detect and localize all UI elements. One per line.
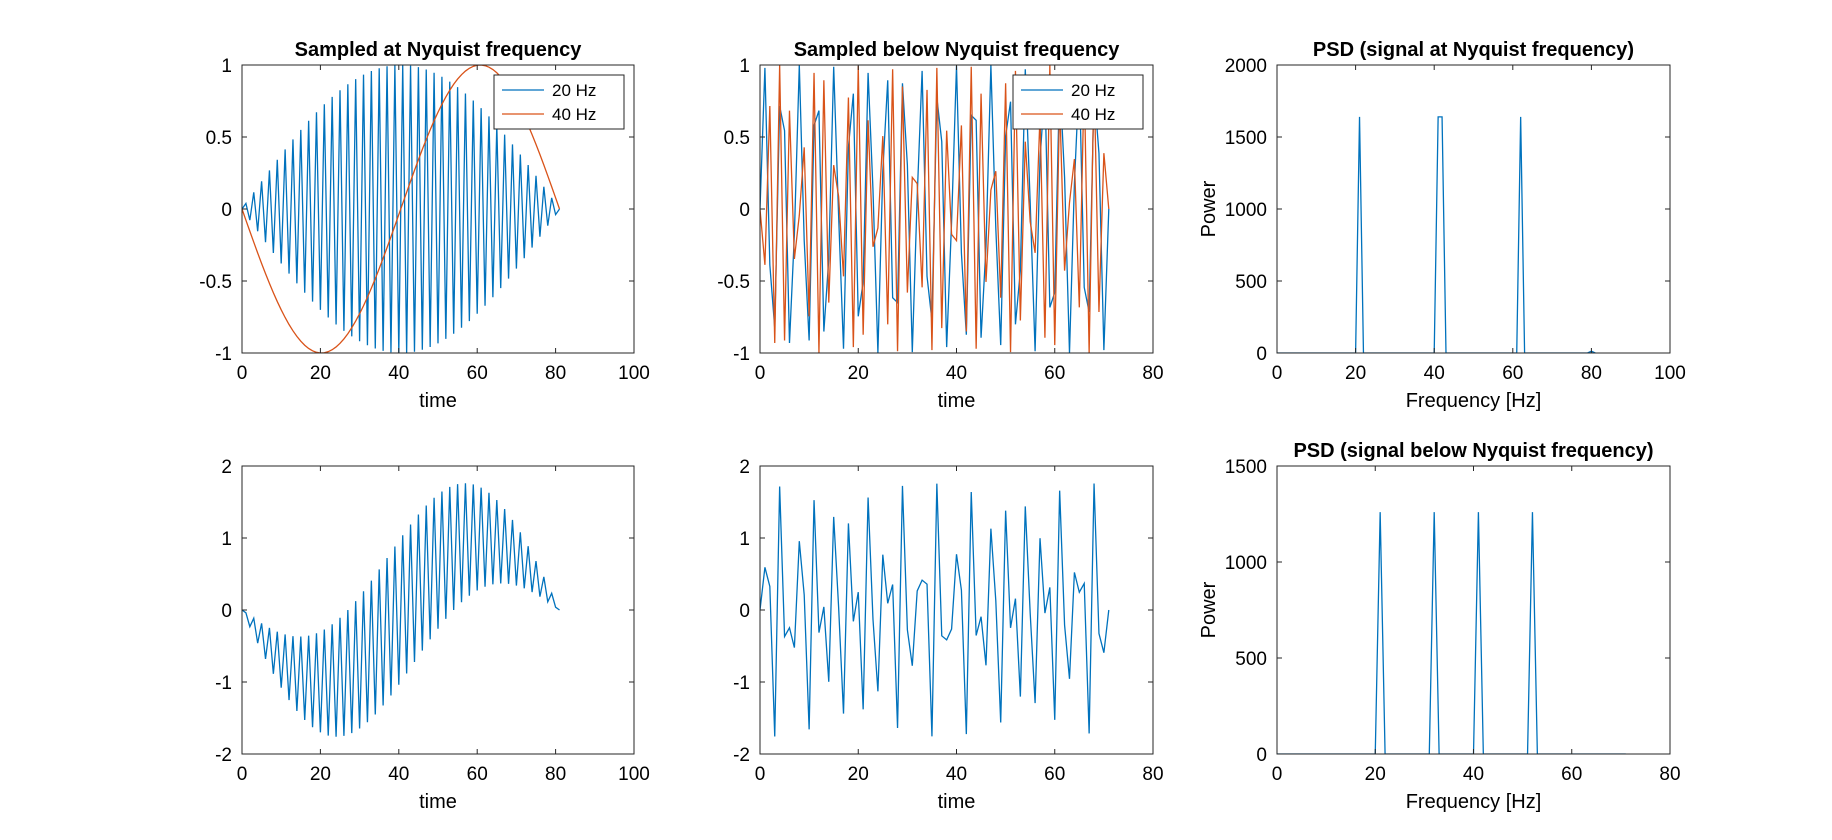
y-tick-label: 0 bbox=[221, 601, 232, 622]
y-tick-label: 1 bbox=[221, 529, 232, 550]
x-tick-label: 40 bbox=[1424, 363, 1445, 384]
x-tick-label: 40 bbox=[946, 363, 967, 384]
y-tick-label: 2 bbox=[739, 457, 750, 478]
x-tick-label: 0 bbox=[755, 764, 766, 785]
x-tick-label: 20 bbox=[848, 363, 869, 384]
y-tick-label: 0.5 bbox=[206, 128, 232, 149]
chart-title: PSD (signal at Nyquist frequency) bbox=[1313, 39, 1634, 61]
subplot-4: 0 20 40 60 80 100 -2 -1 0 1 2 time bbox=[215, 457, 650, 813]
x-tick-label: 20 bbox=[1365, 764, 1386, 785]
y-tick-label: -1 bbox=[733, 673, 750, 694]
x-axis-label: time bbox=[938, 390, 976, 412]
x-axis-label: time bbox=[419, 791, 457, 813]
series-line-1 bbox=[1277, 116, 1596, 353]
x-tick-label: 20 bbox=[848, 764, 869, 785]
x-tick-label: 100 bbox=[618, 363, 650, 384]
x-tick-label: 40 bbox=[1463, 764, 1484, 785]
subplot-5: 0 20 40 60 80 -2 -1 0 1 2 time bbox=[733, 457, 1163, 813]
y-axis-label: Power bbox=[1198, 180, 1220, 237]
legend: 20 Hz 40 Hz bbox=[493, 74, 625, 130]
x-tick-label: 0 bbox=[1272, 363, 1283, 384]
y-tick-label: 1000 bbox=[1225, 553, 1267, 574]
y-tick-label: 500 bbox=[1235, 272, 1267, 293]
chart-title: Sampled below Nyquist frequency bbox=[794, 39, 1121, 61]
subplot-1: 0 20 40 60 80 100 -1 -0.5 0 0.5 1 Sampled at Nyquis… bbox=[199, 39, 650, 412]
series-line-1 bbox=[242, 483, 560, 737]
y-tick-label: 500 bbox=[1235, 649, 1267, 670]
x-tick-label: 80 bbox=[1659, 764, 1680, 785]
x-tick-label: 40 bbox=[388, 363, 409, 384]
y-tick-label: 0.5 bbox=[724, 128, 750, 149]
y-tick-label: 1 bbox=[739, 56, 750, 77]
x-tick-label: 20 bbox=[1345, 363, 1366, 384]
y-tick-label: 1 bbox=[221, 56, 232, 77]
legend-entry: 20 Hz bbox=[552, 81, 596, 100]
y-tick-label: 1000 bbox=[1225, 200, 1267, 221]
x-tick-label: 80 bbox=[1142, 363, 1163, 384]
x-tick-label: 20 bbox=[310, 363, 331, 384]
x-tick-label: 80 bbox=[545, 764, 566, 785]
y-tick-label: -2 bbox=[733, 745, 750, 766]
legend-entry: 20 Hz bbox=[1071, 81, 1115, 100]
x-axis-label: Frequency [Hz] bbox=[1406, 390, 1542, 412]
y-tick-label: -1 bbox=[733, 344, 750, 365]
y-tick-label: -1 bbox=[215, 673, 232, 694]
y-tick-label: 1500 bbox=[1225, 128, 1267, 149]
series-line-1 bbox=[1277, 512, 1626, 754]
x-tick-label: 80 bbox=[1581, 363, 1602, 384]
x-tick-label: 80 bbox=[1142, 764, 1163, 785]
x-axis-label: Frequency [Hz] bbox=[1406, 791, 1542, 813]
y-tick-label: -0.5 bbox=[199, 272, 232, 293]
x-tick-label: 0 bbox=[237, 764, 248, 785]
legend-entry: 40 Hz bbox=[552, 105, 596, 124]
legend-box bbox=[493, 74, 625, 130]
x-tick-label: 20 bbox=[310, 764, 331, 785]
y-tick-label: 0 bbox=[739, 601, 750, 622]
legend: 20 Hz 40 Hz bbox=[1012, 74, 1144, 130]
x-tick-label: 60 bbox=[467, 764, 488, 785]
x-tick-label: 60 bbox=[467, 363, 488, 384]
y-tick-label: 2 bbox=[221, 457, 232, 478]
y-tick-label: -2 bbox=[215, 745, 232, 766]
y-tick-label: 1500 bbox=[1225, 457, 1267, 478]
x-tick-label: 100 bbox=[618, 764, 650, 785]
x-tick-label: 100 bbox=[1654, 363, 1686, 384]
chart-title: PSD (signal below Nyquist frequency) bbox=[1293, 440, 1653, 462]
x-tick-label: 60 bbox=[1502, 363, 1523, 384]
legend-entry: 40 Hz bbox=[1071, 105, 1115, 124]
y-tick-label: -1 bbox=[215, 344, 232, 365]
x-axis-label: time bbox=[419, 390, 457, 412]
y-tick-label: 0 bbox=[739, 200, 750, 221]
x-tick-label: 40 bbox=[388, 764, 409, 785]
subplot-6: 0 20 40 60 80 0 500 1000 1500 PSD (signal below N… bbox=[1198, 440, 1681, 813]
x-tick-label: 0 bbox=[1272, 764, 1283, 785]
x-tick-label: 0 bbox=[755, 363, 766, 384]
x-tick-label: 40 bbox=[946, 764, 967, 785]
legend-box bbox=[1012, 74, 1144, 130]
y-axis-label: Power bbox=[1198, 581, 1220, 638]
y-tick-label: -0.5 bbox=[717, 272, 750, 293]
subplot-2: 0 20 40 60 80 -1 -0.5 0 0.5 1 Sampled below Nyquis… bbox=[717, 39, 1163, 412]
y-tick-label: 2000 bbox=[1225, 56, 1267, 77]
x-tick-label: 60 bbox=[1561, 764, 1582, 785]
x-tick-label: 60 bbox=[1044, 363, 1065, 384]
x-axis-label: time bbox=[938, 791, 976, 813]
chart-title: Sampled at Nyquist frequency bbox=[295, 39, 583, 61]
x-tick-label: 80 bbox=[545, 363, 566, 384]
y-tick-label: 0 bbox=[1256, 344, 1267, 365]
y-tick-label: 0 bbox=[221, 200, 232, 221]
y-tick-label: 1 bbox=[739, 529, 750, 550]
series-line-1 bbox=[760, 483, 1110, 737]
x-tick-label: 60 bbox=[1044, 764, 1065, 785]
x-tick-label: 0 bbox=[237, 363, 248, 384]
y-tick-label: 0 bbox=[1256, 745, 1267, 766]
